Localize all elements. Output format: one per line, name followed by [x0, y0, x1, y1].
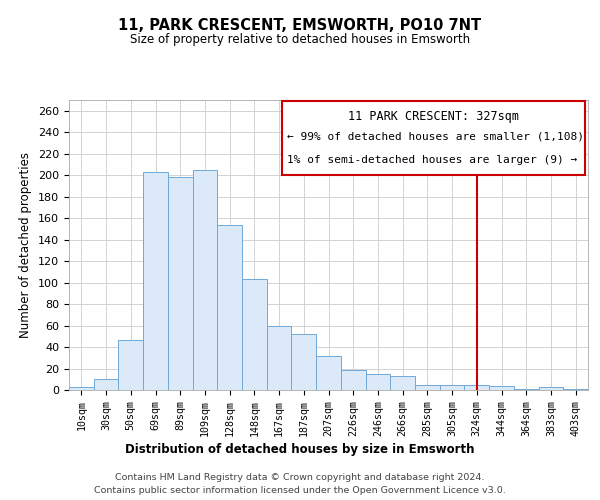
Bar [193, 170, 217, 390]
Bar [514, 389, 539, 390]
Bar [489, 386, 514, 390]
Text: Size of property relative to detached houses in Emsworth: Size of property relative to detached ho… [130, 32, 470, 46]
Text: Distribution of detached houses by size in Emsworth: Distribution of detached houses by size … [125, 442, 475, 456]
Bar [316, 356, 341, 390]
Bar [440, 384, 464, 390]
Bar [539, 387, 563, 390]
Bar [143, 172, 168, 390]
Bar [341, 370, 365, 390]
Text: 11 PARK CRESCENT: 327sqm: 11 PARK CRESCENT: 327sqm [348, 110, 519, 123]
Bar [365, 374, 390, 390]
Text: Contains public sector information licensed under the Open Government Licence v3: Contains public sector information licen… [94, 486, 506, 495]
Bar [415, 384, 440, 390]
Bar [217, 224, 242, 390]
Bar [242, 280, 267, 390]
Bar [464, 384, 489, 390]
Bar [168, 178, 193, 390]
Bar [267, 326, 292, 390]
Bar [69, 387, 94, 390]
FancyBboxPatch shape [282, 102, 586, 176]
Text: Contains HM Land Registry data © Crown copyright and database right 2024.: Contains HM Land Registry data © Crown c… [115, 472, 485, 482]
Text: 11, PARK CRESCENT, EMSWORTH, PO10 7NT: 11, PARK CRESCENT, EMSWORTH, PO10 7NT [118, 18, 482, 32]
Text: 1% of semi-detached houses are larger (9) →: 1% of semi-detached houses are larger (9… [287, 155, 577, 165]
Text: ← 99% of detached houses are smaller (1,108): ← 99% of detached houses are smaller (1,… [287, 132, 584, 142]
Bar [390, 376, 415, 390]
Bar [94, 380, 118, 390]
Bar [563, 389, 588, 390]
Bar [292, 334, 316, 390]
Bar [118, 340, 143, 390]
Y-axis label: Number of detached properties: Number of detached properties [19, 152, 32, 338]
